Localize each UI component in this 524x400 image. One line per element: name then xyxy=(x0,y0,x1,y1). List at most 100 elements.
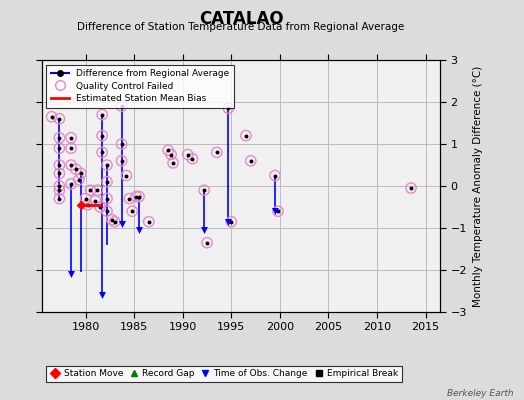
Point xyxy=(227,218,235,225)
Point xyxy=(200,227,209,233)
Point xyxy=(128,208,136,214)
Point xyxy=(55,183,63,189)
Point xyxy=(167,151,176,158)
Point xyxy=(55,170,63,177)
Point xyxy=(81,195,90,202)
Point xyxy=(98,149,106,156)
Point xyxy=(93,187,102,193)
Point xyxy=(48,114,56,120)
Point xyxy=(271,208,279,214)
Point xyxy=(274,208,282,214)
Point xyxy=(117,141,126,147)
Point xyxy=(117,141,126,147)
Point xyxy=(98,292,106,298)
Point xyxy=(55,162,63,168)
Y-axis label: Monthly Temperature Anomaly Difference (°C): Monthly Temperature Anomaly Difference (… xyxy=(473,65,483,307)
Point xyxy=(188,156,196,162)
Point xyxy=(55,116,63,122)
Point xyxy=(111,218,119,225)
Point xyxy=(213,149,221,156)
Point xyxy=(67,145,75,151)
Point xyxy=(200,187,209,193)
Point xyxy=(117,103,126,109)
Point xyxy=(98,132,106,139)
Point xyxy=(55,162,63,168)
Point xyxy=(132,193,140,200)
Point xyxy=(103,195,111,202)
Point xyxy=(96,204,104,210)
Point xyxy=(107,216,116,223)
Point xyxy=(55,195,63,202)
Point xyxy=(188,156,196,162)
Point xyxy=(122,172,130,179)
Point xyxy=(125,195,134,202)
Point xyxy=(117,103,126,109)
Point xyxy=(200,187,209,193)
Point xyxy=(224,218,233,225)
Point xyxy=(169,160,177,166)
Point xyxy=(67,162,75,168)
Text: CATALAO: CATALAO xyxy=(199,10,283,28)
Point xyxy=(55,195,63,202)
Point xyxy=(224,105,233,112)
Point xyxy=(55,145,63,151)
Point xyxy=(103,162,111,168)
Point xyxy=(67,162,75,168)
Legend: Station Move, Record Gap, Time of Obs. Change, Empirical Break: Station Move, Record Gap, Time of Obs. C… xyxy=(47,366,401,382)
Point xyxy=(96,204,104,210)
Point xyxy=(83,202,92,208)
Point xyxy=(103,178,111,185)
Point xyxy=(103,162,111,168)
Point xyxy=(86,187,95,193)
Point xyxy=(67,134,75,141)
Point xyxy=(55,187,63,193)
Point xyxy=(247,158,255,164)
Point xyxy=(91,198,100,204)
Point xyxy=(132,193,140,200)
Point xyxy=(213,149,221,156)
Text: Berkeley Earth: Berkeley Earth xyxy=(447,389,514,398)
Point xyxy=(103,178,111,185)
Point xyxy=(55,145,63,151)
Point xyxy=(81,195,90,202)
Point xyxy=(98,112,106,118)
Point xyxy=(77,170,85,177)
Point xyxy=(98,149,106,156)
Text: Difference of Station Temperature Data from Regional Average: Difference of Station Temperature Data f… xyxy=(78,22,405,32)
Point xyxy=(169,160,177,166)
Point xyxy=(77,202,85,208)
Point xyxy=(48,114,56,120)
Point xyxy=(167,151,176,158)
Point xyxy=(55,187,63,193)
Point xyxy=(164,147,172,154)
Point xyxy=(67,271,75,278)
Point xyxy=(145,218,153,225)
Point xyxy=(145,218,153,225)
Point xyxy=(98,112,106,118)
Point xyxy=(98,132,106,139)
Point xyxy=(55,134,63,141)
Point xyxy=(125,195,134,202)
Point xyxy=(227,218,235,225)
Point xyxy=(55,116,63,122)
Point xyxy=(107,216,116,223)
Point xyxy=(135,227,143,233)
Point xyxy=(55,170,63,177)
Point xyxy=(135,193,143,200)
Point xyxy=(67,145,75,151)
Point xyxy=(242,132,250,139)
Point xyxy=(103,195,111,202)
Point xyxy=(67,181,75,187)
Point xyxy=(274,208,282,214)
Point xyxy=(111,218,119,225)
Point xyxy=(103,208,111,214)
Point xyxy=(271,172,279,179)
Point xyxy=(203,240,211,246)
Point xyxy=(203,240,211,246)
Point xyxy=(224,105,233,112)
Point xyxy=(183,151,192,158)
Point xyxy=(135,193,143,200)
Point xyxy=(86,187,95,193)
Point xyxy=(91,198,100,204)
Point xyxy=(271,172,279,179)
